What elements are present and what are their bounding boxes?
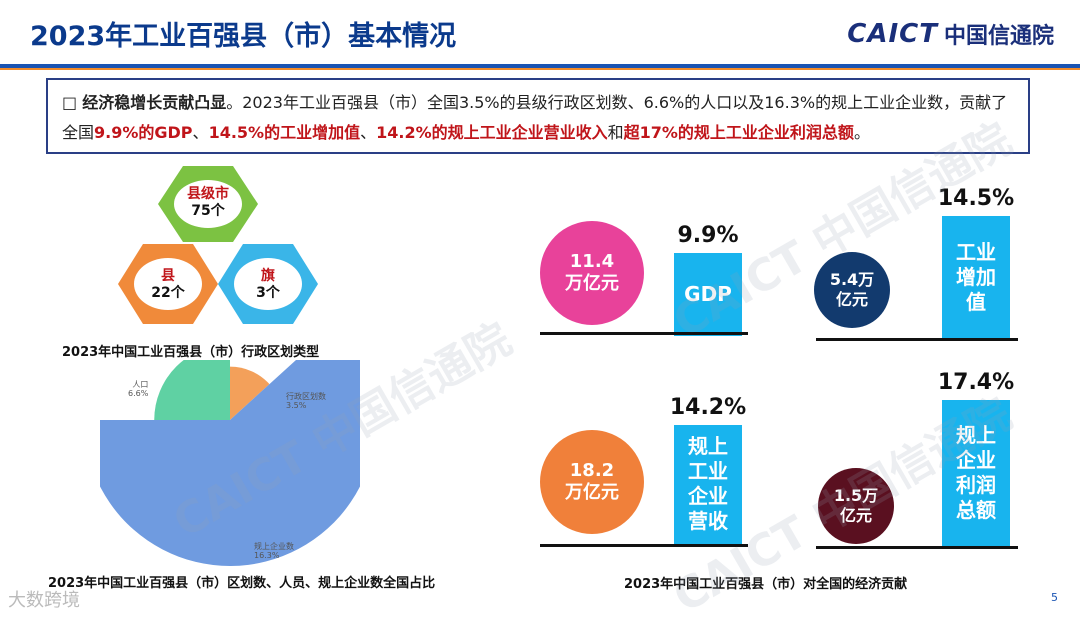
pie-label-admin-divisions: 行政区划数 3.5%	[286, 392, 326, 410]
summary-text: 。2023年工业百强县（市）全国3.5%的县级行政区划数、6.6%的人口以及16…	[62, 93, 1008, 142]
footer-watermark: 大数跨境	[8, 590, 80, 611]
metric-bar-label: 工业	[956, 239, 996, 264]
metric-share-bar: 规上 企业 利润 总额	[942, 399, 1010, 546]
metric-baseline	[540, 544, 748, 547]
pie-slice-admin-divisions	[230, 366, 270, 420]
pie-label-value: 3.5%	[286, 401, 307, 410]
hex-count: 75个	[191, 203, 225, 219]
metric-baseline	[816, 546, 1018, 549]
hexagon-diagram	[118, 166, 318, 324]
metric-bar-label: 总额	[956, 497, 996, 522]
metric-bar-label: 营收	[688, 509, 728, 534]
pie-label-population: 人口 6.6%	[128, 380, 148, 398]
metric-bar-label: 规上	[956, 422, 996, 447]
highlight-industrial-value: 14.5%的工业增加值	[208, 123, 361, 142]
pie-label-text: 行政区划数	[286, 392, 326, 401]
metric-bar-label: 企业	[956, 447, 996, 472]
pie-label-value: 6.6%	[128, 389, 149, 398]
pie-label-enterprises: 规上企业数 16.3%	[254, 542, 294, 560]
summary-lead: 经济稳增长贡献凸显	[82, 93, 227, 112]
hex-label-county-city: 县级市 75个	[178, 186, 238, 220]
metric-amount: 5.4万	[829, 270, 875, 289]
metric-amount: 1.5万	[833, 486, 879, 505]
header-divider	[0, 64, 1080, 68]
pie-caption: 2023年中国工业百强县（市）区划数、人员、规上企业数全国占比	[48, 576, 436, 591]
metric-share-bar: 工业 增加值	[942, 216, 1010, 338]
summary-separator: 、	[192, 123, 209, 142]
metric-amount: 11.4	[569, 251, 615, 272]
summary-box: □ 经济稳增长贡献凸显。2023年工业百强县（市）全国3.5%的县级行政区划数、…	[46, 78, 1030, 154]
metric-amount-circle: 5.4万 亿元	[814, 252, 890, 328]
hex-label-county: 县 22个	[138, 268, 198, 302]
brand-name: 中国信通院	[943, 24, 1054, 49]
metric-bar-label: 值	[966, 289, 986, 314]
hex-name: 县	[161, 268, 175, 284]
brand: CAICT 中国信通院	[847, 18, 1054, 50]
hex-label-banner: 旗 3个	[238, 268, 298, 302]
hex-name: 县级市	[187, 186, 229, 202]
summary-separator: 和	[607, 123, 624, 142]
metric-share-bar: 规上 工业 企业 营收	[674, 424, 742, 544]
hex-name: 旗	[261, 268, 275, 284]
metric-share-value: 9.9%	[677, 222, 739, 248]
metric-unit: 万亿元	[565, 273, 619, 294]
metric-bar-label: 利润	[956, 472, 996, 497]
metric-share-bar: GDP	[674, 252, 742, 336]
hexagon-caption: 2023年中国工业百强县（市）行政区划类型	[62, 345, 320, 360]
metric-unit: 亿元	[839, 506, 872, 525]
metric-bar-label: 企业	[688, 484, 728, 509]
pie-label-text: 规上企业数	[254, 542, 294, 551]
pie-slice-population	[154, 360, 230, 420]
bullet-icon: □	[62, 93, 78, 112]
metric-share-value: 14.2%	[669, 394, 747, 420]
pie-label-value: 16.3%	[254, 551, 280, 560]
page-number: 5	[1051, 591, 1058, 604]
metric-unit: 万亿元	[565, 482, 619, 503]
pie-label-text: 人口	[132, 380, 149, 389]
metric-share-value: 17.4%	[937, 369, 1015, 395]
metric-baseline	[540, 332, 748, 335]
caict-logo: CAICT	[847, 19, 938, 49]
pie-slice-enterprises	[100, 360, 360, 566]
metric-bar-label: 工业	[688, 459, 728, 484]
highlight-profit: 超17%的规上工业企业利润总额	[623, 123, 854, 142]
share-pie-chart	[100, 360, 360, 566]
metric-amount-circle: 18.2 万亿元	[540, 430, 644, 534]
metric-bar-label: 规上	[688, 434, 728, 459]
page-title: 2023年工业百强县（市）基本情况	[30, 21, 457, 52]
hex-count: 22个	[151, 285, 185, 301]
metrics-caption: 2023年中国工业百强县（市）对全国的经济贡献	[624, 577, 908, 592]
metric-unit: 亿元	[835, 290, 868, 309]
header-accent-line	[0, 68, 1080, 70]
metric-bar-label: GDP	[684, 281, 732, 306]
highlight-gdp: 9.9%的GDP	[94, 123, 193, 142]
hex-count: 3个	[256, 285, 280, 301]
summary-separator: 、	[360, 123, 377, 142]
metric-share-value: 14.5%	[937, 186, 1015, 212]
metric-amount-circle: 11.4 万亿元	[540, 221, 644, 325]
metric-amount: 18.2	[569, 460, 615, 481]
summary-end: 。	[853, 123, 870, 142]
metric-baseline	[816, 338, 1018, 341]
highlight-revenue: 14.2%的规上工业企业营业收入	[376, 123, 608, 142]
metric-bar-label: 增加	[956, 264, 996, 289]
metric-amount-circle: 1.5万 亿元	[818, 468, 894, 544]
